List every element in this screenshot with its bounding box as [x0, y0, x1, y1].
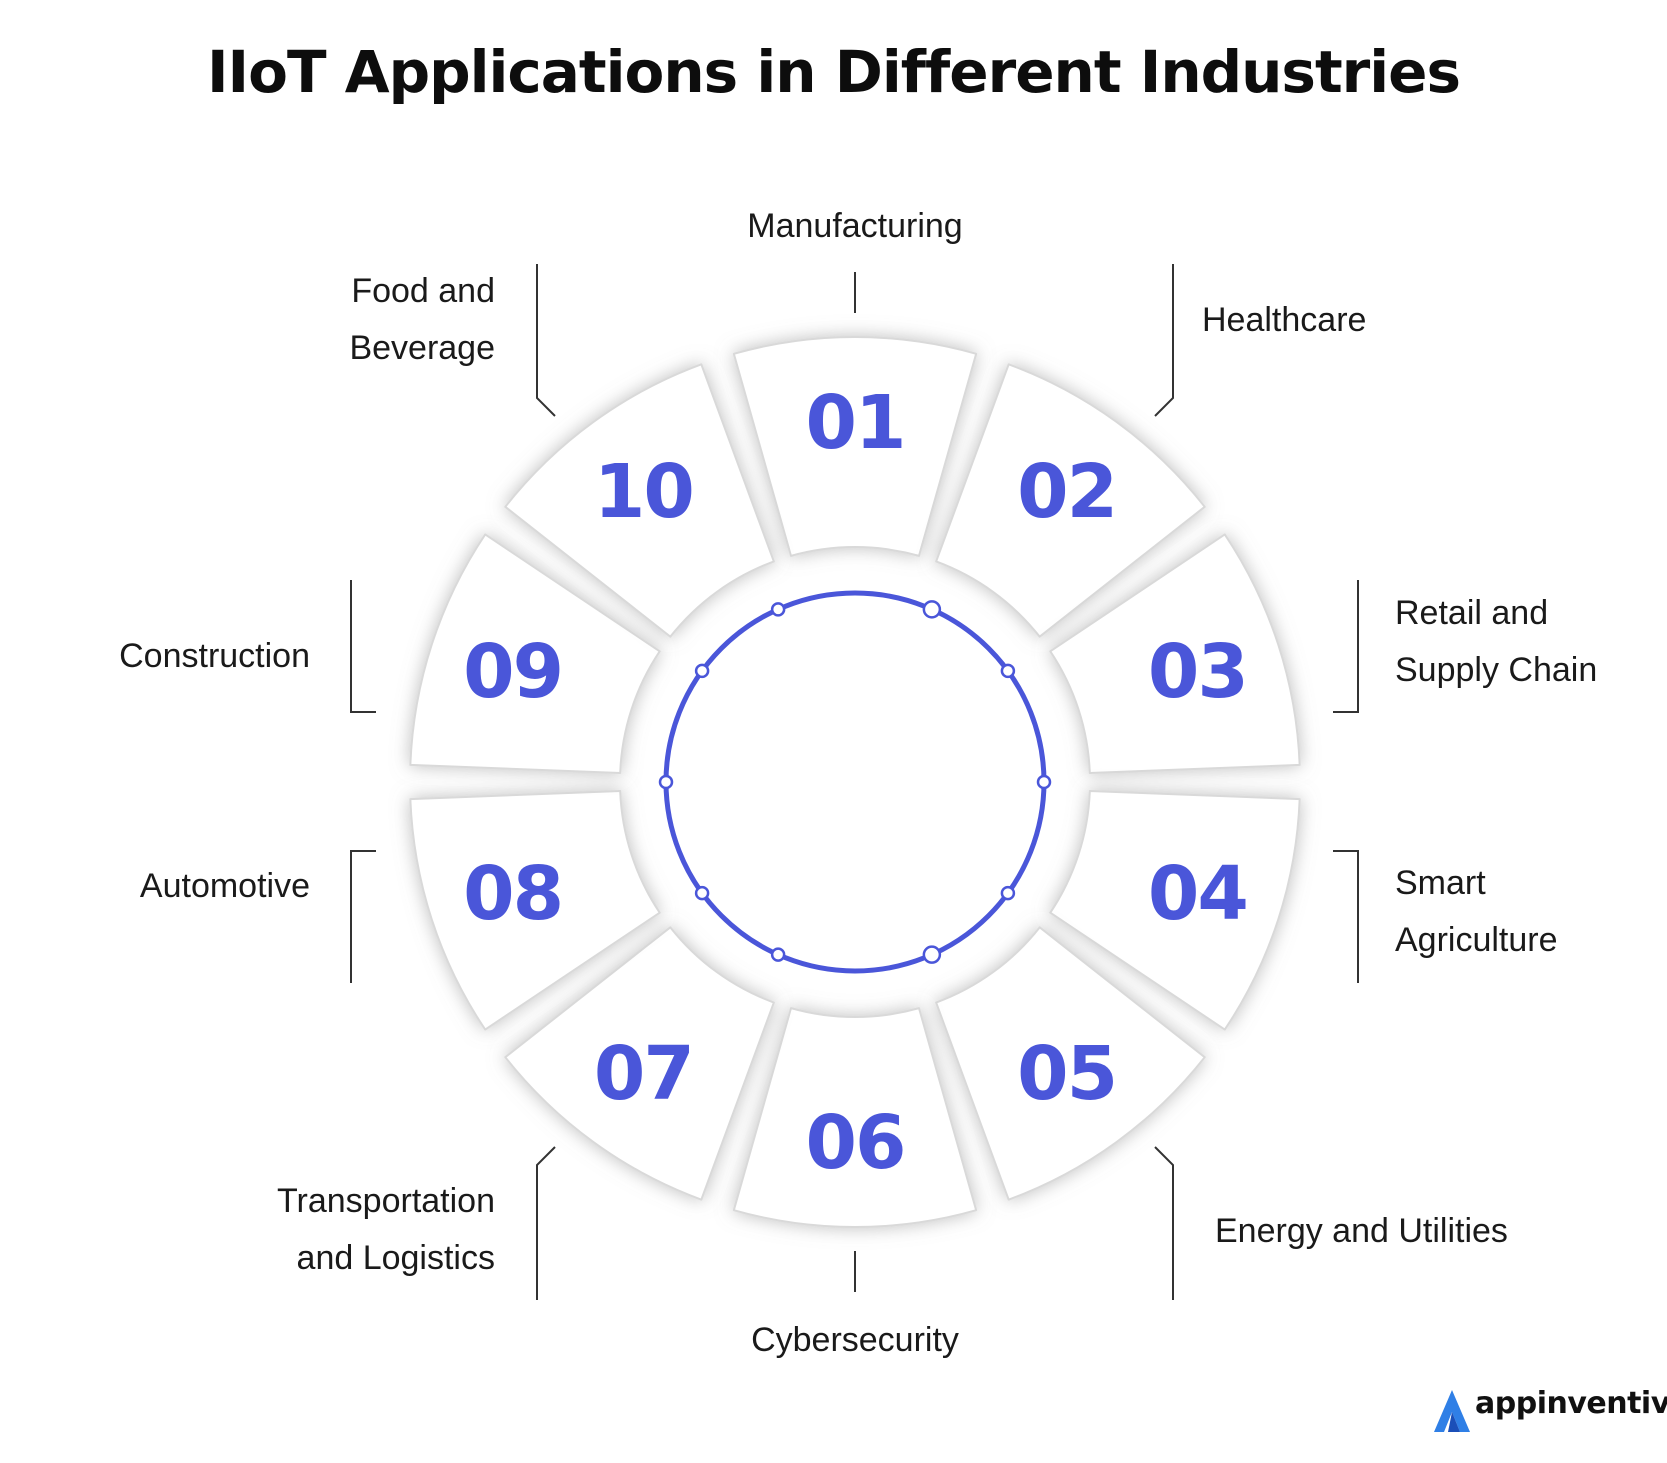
industry-label: Smart Agriculture [1395, 855, 1558, 969]
segment-number-09: 09 [463, 629, 562, 715]
segment-07 [504, 926, 775, 1201]
ring-node [1036, 774, 1052, 790]
ring-node [694, 663, 710, 679]
ring-node [922, 600, 942, 619]
industry-label: Healthcare [1202, 292, 1366, 349]
industry-label: Energy and Utilities [1215, 1203, 1508, 1260]
segment-number-01: 01 [806, 380, 905, 466]
industry-label-line: Agriculture [1395, 921, 1558, 959]
industry-label: Cybersecurity [555, 1312, 1155, 1369]
ring-node [770, 602, 786, 617]
appinventiv-logo-icon [1434, 1390, 1470, 1432]
industry-label-line: Beverage [349, 329, 495, 367]
industry-label-line: Automotive [139, 867, 310, 905]
industry-label-line: Energy and Utilities [1215, 1212, 1508, 1250]
segment-09 [409, 533, 661, 774]
industry-label: Construction [119, 628, 310, 685]
ring-node [770, 947, 786, 962]
center-ring [663, 590, 1047, 974]
segment-number-04: 04 [1148, 851, 1247, 937]
segment-06 [732, 1007, 978, 1229]
industry-label-line: Construction [119, 637, 310, 675]
connector-line [1333, 580, 1359, 713]
industry-label: Automotive [140, 858, 310, 915]
ring-node [658, 774, 674, 790]
segment-number-05: 05 [1017, 1031, 1116, 1117]
segment-number-10: 10 [594, 449, 693, 535]
connector-line [536, 1146, 556, 1300]
ring-node [922, 945, 942, 964]
industry-label-line: Healthcare [1202, 301, 1367, 339]
industry-label-line: and Logistics [296, 1239, 495, 1277]
segment-05 [935, 926, 1206, 1201]
segment-number-02: 02 [1017, 449, 1116, 535]
segment-number-07: 07 [594, 1031, 693, 1117]
industry-label-line: Cybersecurity [751, 1321, 959, 1359]
industry-label: Food and Beverage [349, 263, 495, 377]
ring-node [1000, 663, 1016, 679]
ring-node [1000, 885, 1016, 901]
connector-line [1154, 264, 1174, 417]
segment-08 [409, 790, 661, 1031]
segment-03 [1049, 533, 1301, 774]
segment-number-06: 06 [806, 1100, 905, 1186]
segment-02 [935, 363, 1206, 638]
industry-label-line: Retail and [1395, 594, 1549, 632]
industry-label: Manufacturing [555, 198, 1155, 255]
industry-label: Retail and Supply Chain [1395, 585, 1597, 699]
connector-line [1154, 1146, 1174, 1300]
segment-04 [1049, 790, 1301, 1031]
industry-label-line: Smart [1395, 864, 1486, 902]
industry-label-line: Manufacturing [747, 207, 963, 245]
industry-label-line: Food and [351, 272, 495, 310]
connector-line [536, 264, 556, 417]
industry-label-line: Transportation [277, 1182, 495, 1220]
page-title: IIoT Applications in Different Industrie… [206, 38, 1461, 106]
segment-number-03: 03 [1148, 629, 1247, 715]
segment-10 [504, 363, 775, 638]
segment-number-08: 08 [463, 851, 562, 937]
connector-line [1333, 850, 1359, 983]
connector-line [350, 850, 376, 983]
connector-line [350, 580, 376, 713]
ring-node [694, 885, 710, 901]
brand-name: appinventiv [1475, 1386, 1667, 1421]
segment-01 [732, 336, 978, 557]
industry-label: Transportation and Logistics [277, 1173, 495, 1287]
industry-label-line: Supply Chain [1395, 651, 1598, 689]
